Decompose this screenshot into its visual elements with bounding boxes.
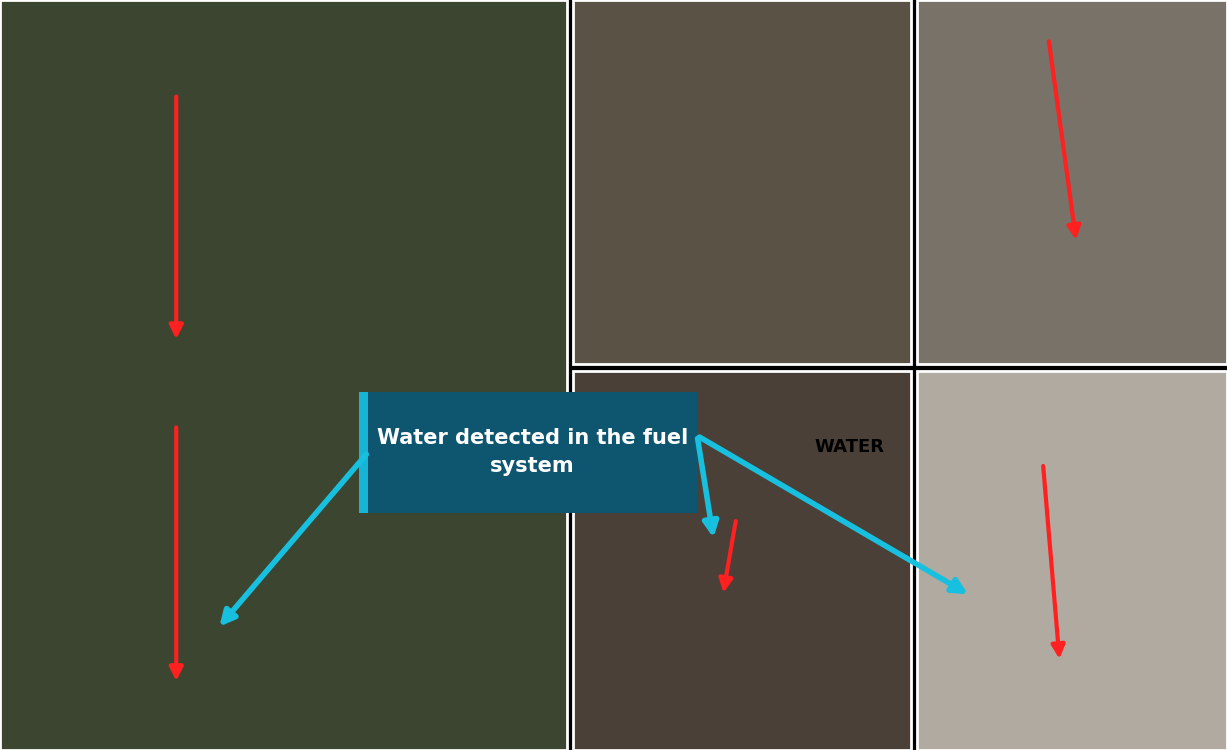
Bar xyxy=(573,370,912,750)
Text: Water detected in the fuel
system: Water detected in the fuel system xyxy=(377,428,688,476)
Bar xyxy=(0,0,567,750)
Bar xyxy=(917,370,1227,750)
Bar xyxy=(360,392,373,513)
Bar xyxy=(917,0,1227,364)
Text: WATER: WATER xyxy=(815,438,885,456)
Bar xyxy=(573,0,912,364)
Bar xyxy=(368,392,697,513)
